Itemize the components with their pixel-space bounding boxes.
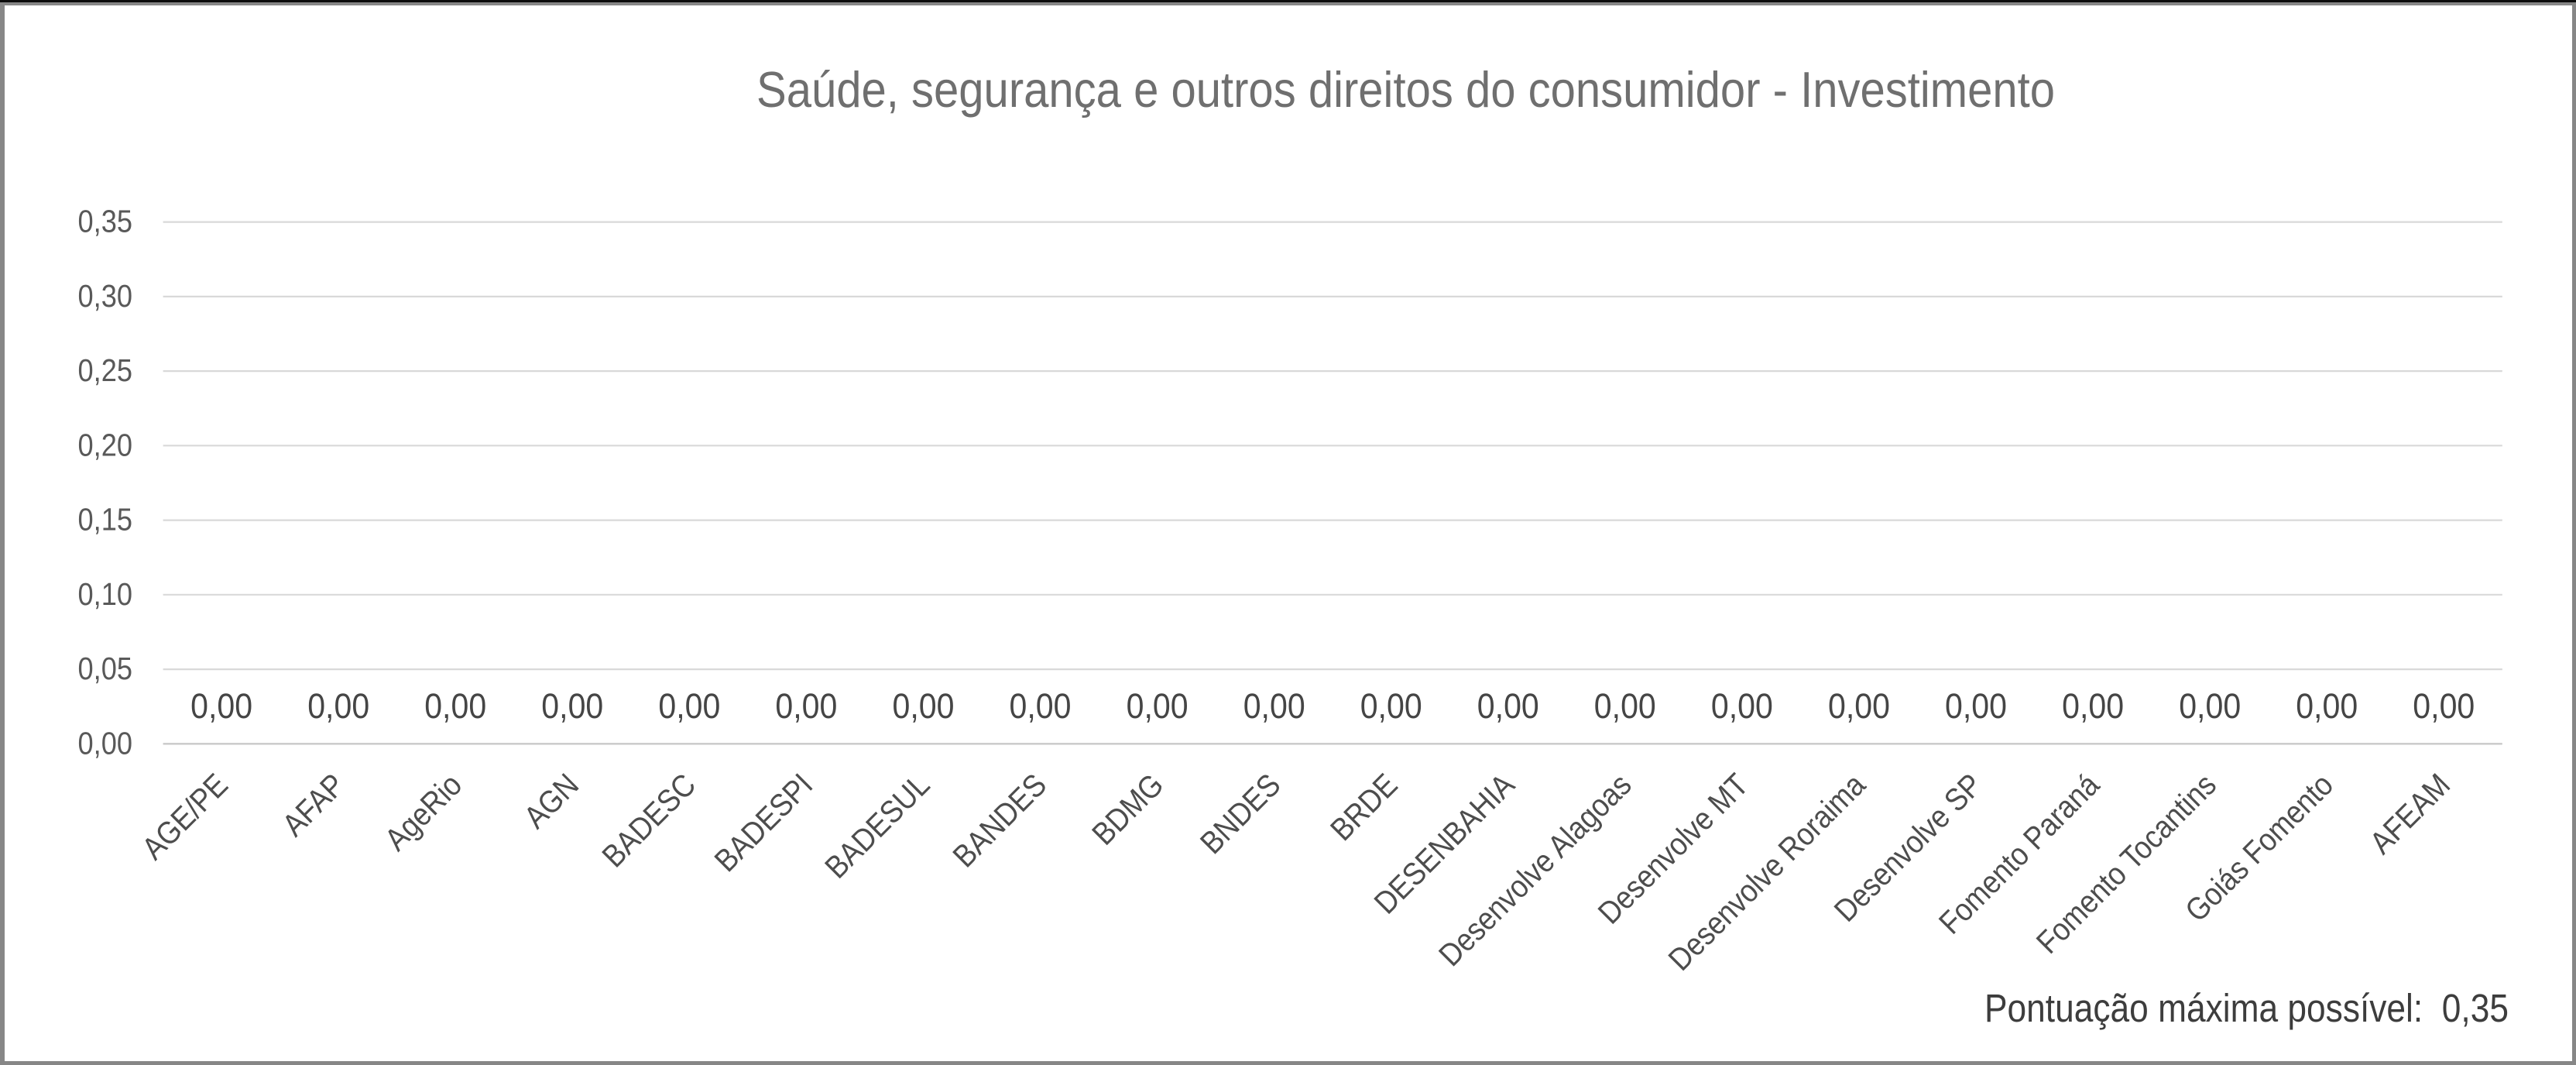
svg-text:0,25: 0,25	[78, 352, 133, 388]
svg-text:0,00: 0,00	[1127, 686, 1189, 726]
svg-text:0,20: 0,20	[78, 427, 133, 462]
svg-text:0,30: 0,30	[78, 278, 133, 314]
svg-text:0,05: 0,05	[78, 651, 133, 686]
svg-text:0,00: 0,00	[190, 686, 252, 726]
svg-text:0,00: 0,00	[1594, 686, 1656, 726]
svg-text:0,00: 0,00	[424, 686, 486, 726]
svg-text:0,00: 0,00	[2413, 686, 2475, 726]
svg-text:0,00: 0,00	[1828, 686, 1890, 726]
svg-text:0,00: 0,00	[893, 686, 955, 726]
svg-text:0,00: 0,00	[775, 686, 837, 726]
svg-text:0,00: 0,00	[1360, 686, 1422, 726]
svg-text:0,00: 0,00	[1243, 686, 1305, 726]
svg-text:0,00: 0,00	[658, 686, 720, 726]
svg-text:Saúde, segurança e outros dire: Saúde, segurança e outros direitos do co…	[756, 62, 2055, 118]
svg-text:0,00: 0,00	[2062, 686, 2124, 726]
svg-text:0,00: 0,00	[1477, 686, 1539, 726]
svg-text:0,00: 0,00	[1711, 686, 1773, 726]
svg-text:Pontuação máxima possível: 0,: Pontuação máxima possível: 0,35	[1984, 986, 2509, 1030]
svg-text:0,00: 0,00	[541, 686, 603, 726]
svg-text:0,35: 0,35	[78, 204, 133, 239]
svg-text:0,00: 0,00	[1945, 686, 2007, 726]
svg-text:0,00: 0,00	[307, 686, 369, 726]
svg-text:0,00: 0,00	[78, 725, 133, 761]
svg-text:0,10: 0,10	[78, 576, 133, 612]
svg-text:0,15: 0,15	[78, 502, 133, 538]
svg-text:0,00: 0,00	[2296, 686, 2358, 726]
svg-text:0,00: 0,00	[1010, 686, 1072, 726]
svg-text:0,00: 0,00	[2179, 686, 2241, 726]
